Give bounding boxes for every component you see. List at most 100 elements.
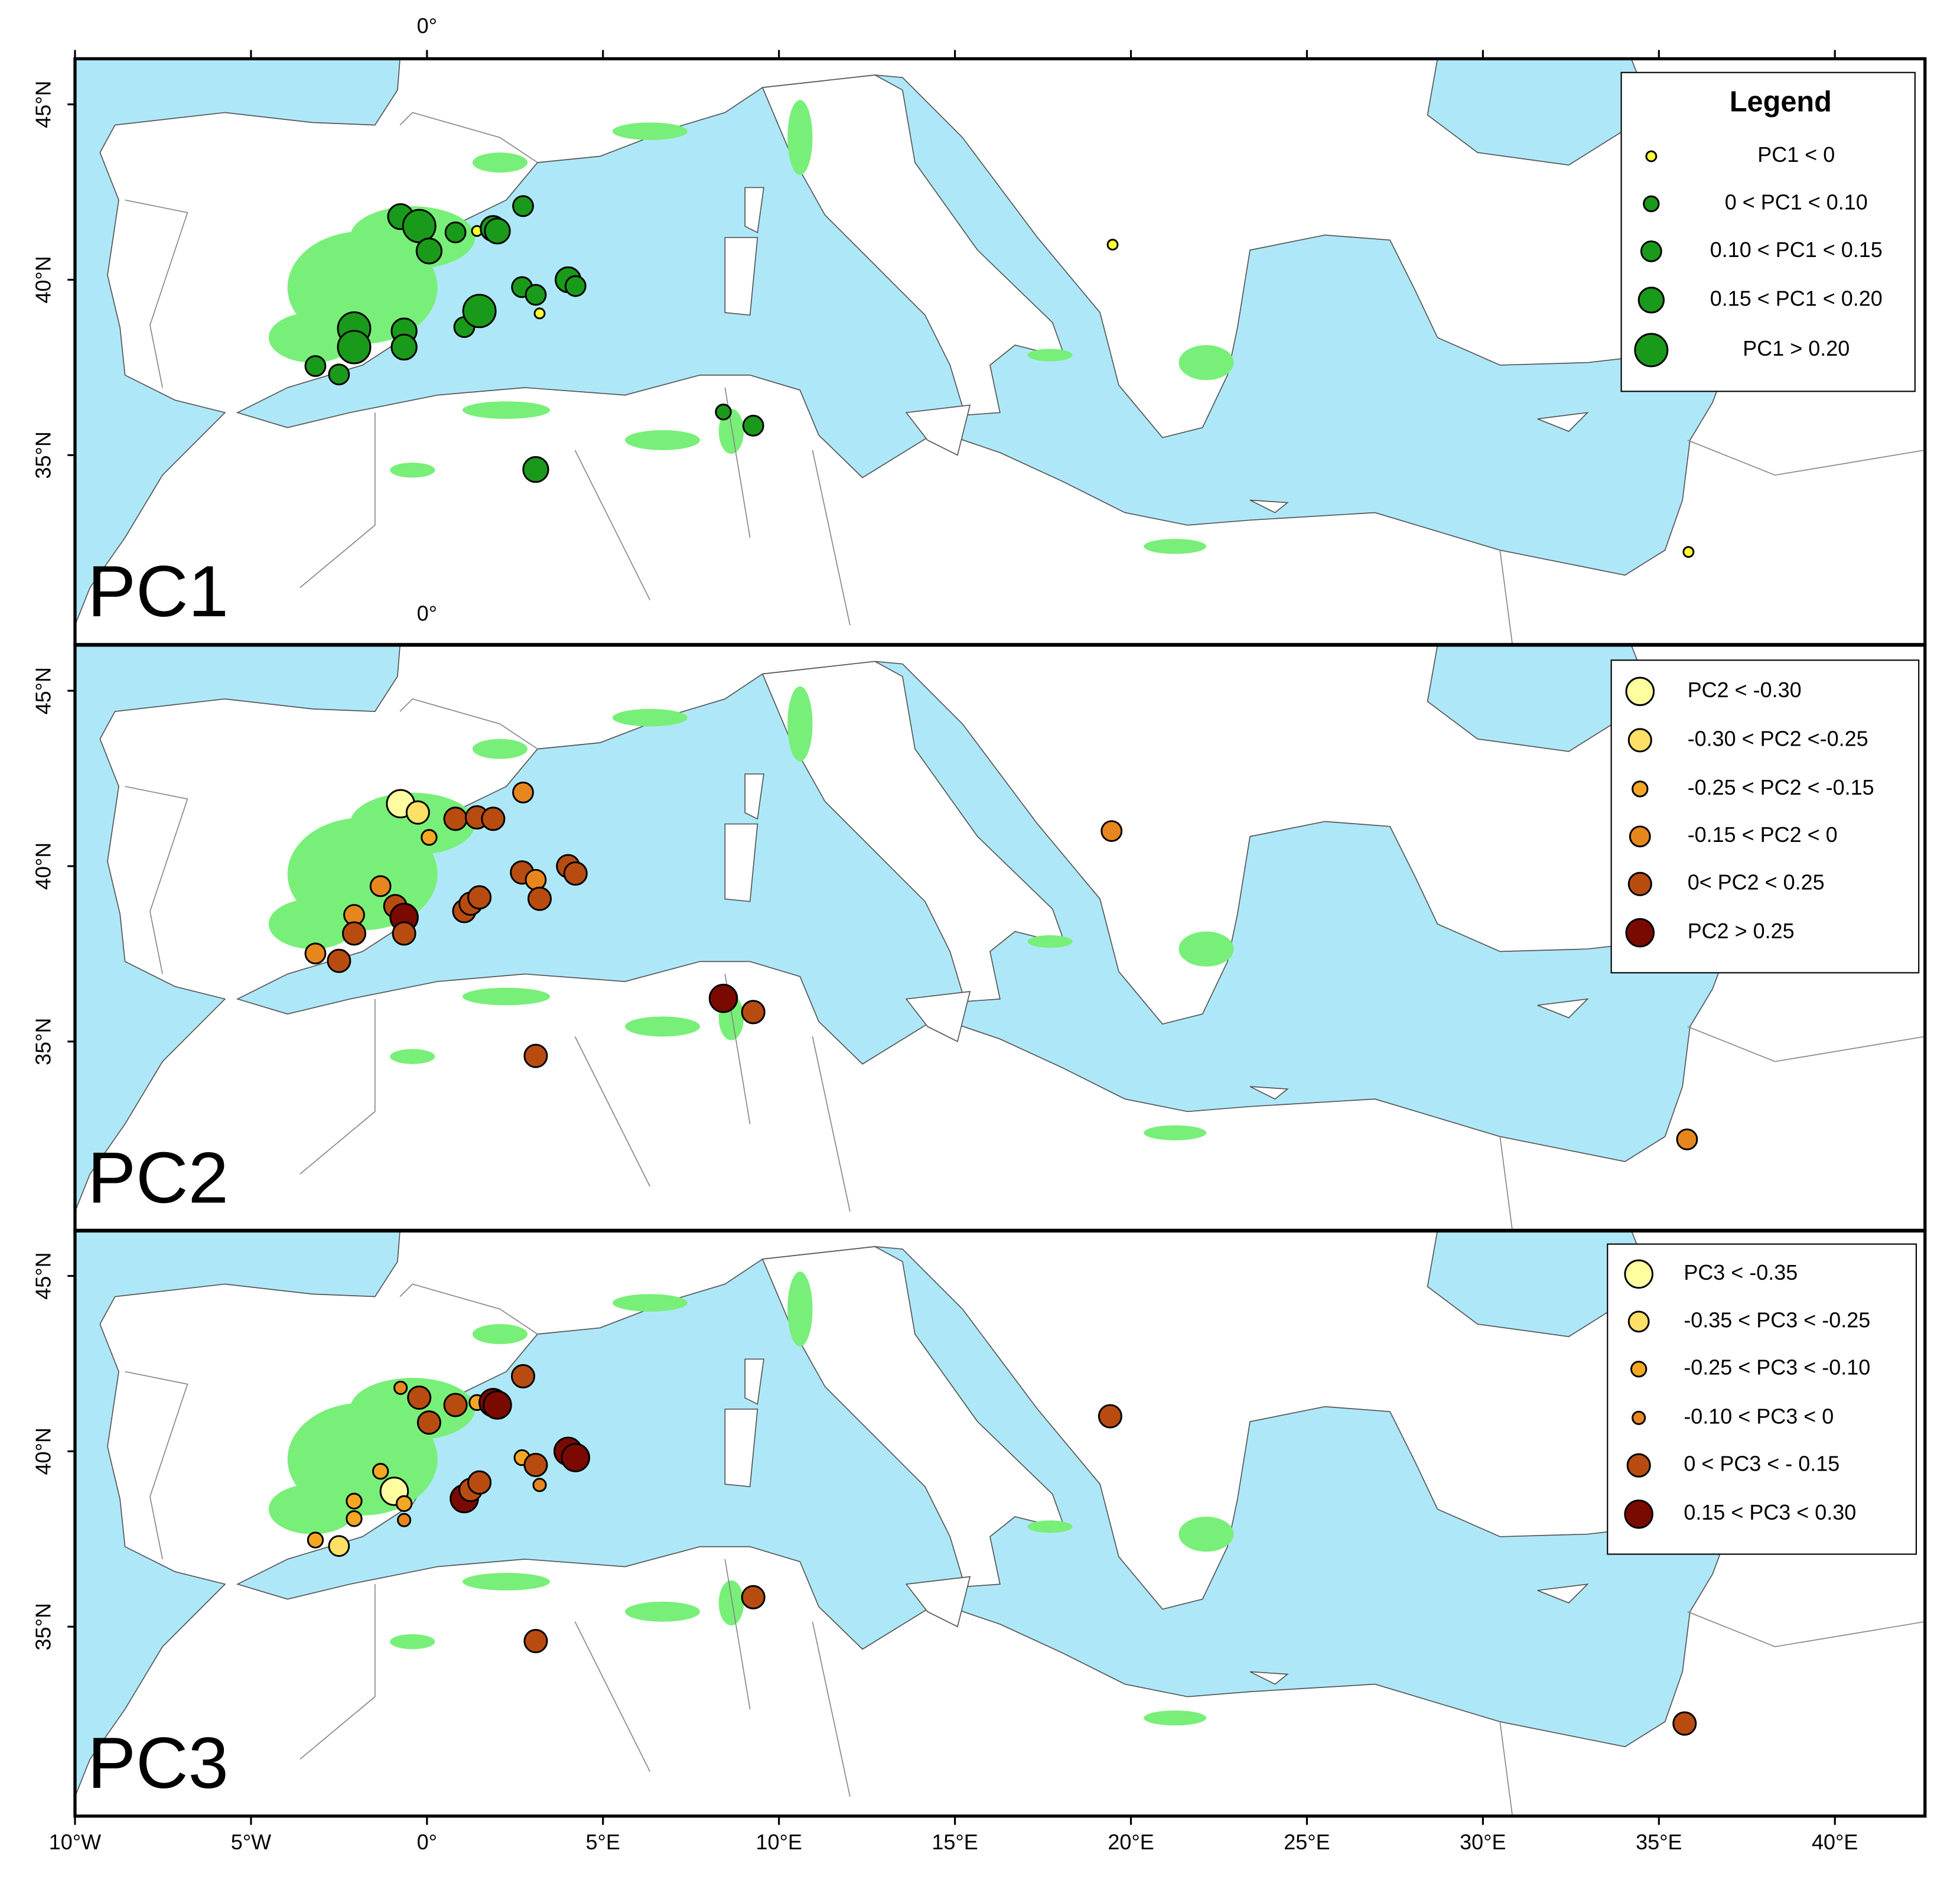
site-point [532,1478,547,1492]
site-point [510,1364,536,1388]
legend-symbol [1637,287,1665,314]
site-point [1106,239,1119,251]
site-point [741,1000,766,1025]
legend-label: 0 < PC3 < - 0.15 [1684,1452,1839,1476]
legend-symbol [1629,825,1651,848]
site-point [715,404,732,421]
panel-label: PC1 [87,551,229,632]
legend-symbol [1632,1410,1646,1425]
legend-symbol [1625,918,1655,948]
site-point [416,1410,441,1435]
site-point [484,217,511,245]
legend-box [1610,659,1920,974]
site-point [467,885,492,910]
site-point [462,294,497,329]
site-point [327,948,351,973]
site-point [395,1495,413,1512]
lon-tick-label: 10°E [756,1830,802,1854]
legend-label: 0.15 < PC3 < 0.30 [1684,1500,1856,1524]
legend-symbol [1645,150,1658,162]
site-point [1098,1404,1122,1429]
site-point [346,1492,363,1510]
site-point [1672,1711,1697,1736]
site-point [561,1443,591,1472]
lon-tick-label: 15°E [932,1830,978,1854]
site-point [415,238,443,265]
site-point [563,861,588,886]
site-point [337,330,372,365]
legend-label: -0.10 < PC3 < 0 [1684,1404,1834,1428]
legend-symbol [1632,780,1649,798]
lat-tick-label: 45°N [31,667,56,714]
site-point [372,1463,389,1480]
site-point [523,1629,548,1654]
site-point [523,1043,548,1068]
legend-symbol [1630,1361,1648,1378]
legend-symbol [1634,333,1669,368]
site-point [421,829,438,846]
site-point [512,195,534,217]
legend-symbol [1624,1259,1653,1289]
legend-label: PC1 > 0.20 [1743,336,1850,360]
site-point [304,942,327,965]
legend-label: -0.35 < PC3 < -0.25 [1684,1308,1870,1332]
legend-symbol [1627,871,1652,896]
site-point [443,1393,468,1417]
site-point [443,806,468,831]
site-point [523,1452,548,1478]
legend-label: PC2 < -0.30 [1688,678,1802,702]
site-point [522,456,549,483]
legend-box [1620,71,1916,392]
site-point [369,875,392,897]
site-point [397,1513,412,1527]
lon-tick-label: 10°W [49,1830,101,1854]
site-point [304,355,327,377]
site-point [742,415,764,437]
site-point [1682,546,1695,558]
site-point [444,221,467,243]
legend-label: PC1 < 0 [1757,142,1835,167]
lon-tick-label: 30°E [1460,1830,1506,1854]
lon-tick-label: 5°W [231,1830,271,1854]
panel-frame [73,1228,1927,1818]
site-point [741,1585,766,1609]
site-point [481,806,506,831]
lat-tick-label: 40°N [31,843,56,890]
site-point [512,781,534,804]
lat-tick-label: 45°N [31,1252,56,1299]
site-point [328,363,350,386]
legend-symbol [1627,1310,1650,1333]
lat-tick-label: 40°N [31,256,56,303]
site-point [405,800,430,825]
legend-label: PC2 > 0.25 [1688,919,1795,943]
site-point [390,333,418,361]
legend-label: PC3 < -0.35 [1684,1260,1798,1284]
lat-tick-label: 45°N [31,80,56,128]
legend-label: 0.10 < PC1 < 0.15 [1710,238,1883,262]
legend-label: -0.25 < PC2 < -0.15 [1688,775,1874,799]
legend-label: 0 < PC1 < 0.10 [1725,190,1868,214]
site-point [402,209,437,243]
legend-symbol [1626,1453,1651,1478]
legend-title: Legend [1730,86,1832,118]
lon-tick-label: 25°E [1284,1830,1330,1854]
site-point [708,984,738,1013]
site-point [341,921,366,946]
legend-label: 0.15 < PC1 < 0.20 [1710,286,1883,310]
site-point [525,869,547,891]
site-point [1676,1129,1698,1150]
site-point [407,1385,432,1410]
legend-symbol [1624,1499,1653,1529]
lat-tick-label: 40°N [31,1427,56,1475]
legend-box [1607,1243,1917,1555]
legend-label: -0.25 < PC3 < -0.10 [1684,1355,1870,1380]
site-point [307,1531,324,1549]
legend-symbol [1625,677,1655,707]
lon-tick-label: 40°E [1812,1830,1858,1854]
site-point [392,921,416,946]
site-point [483,1390,512,1420]
legend-label: -0.15 < PC2 < 0 [1688,822,1838,847]
site-point [527,886,552,911]
